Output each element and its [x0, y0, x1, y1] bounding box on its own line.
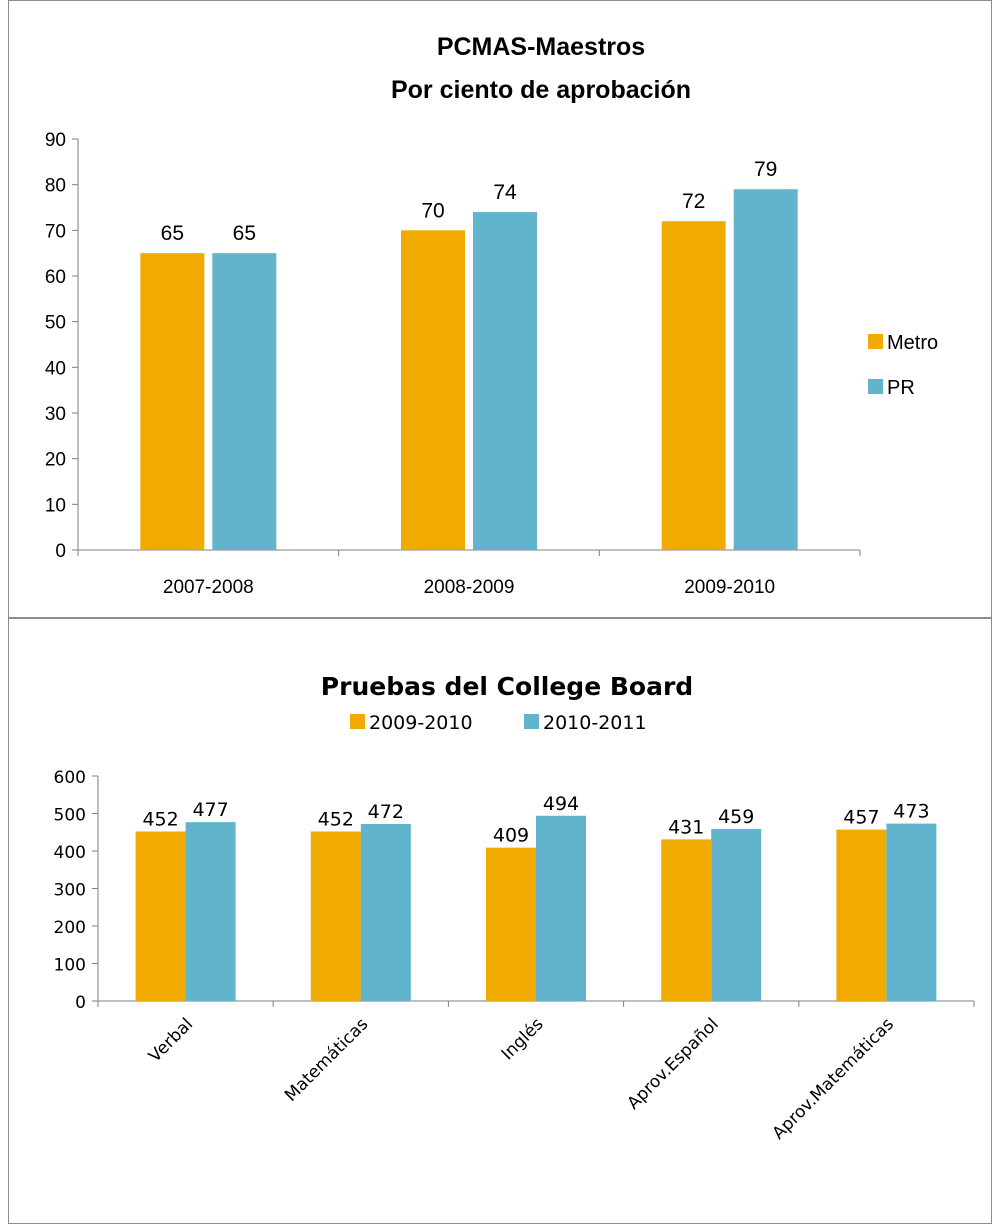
x-tick-label: Aprov.Matemáticas — [769, 1014, 898, 1143]
bar — [886, 823, 937, 1001]
data-label: 65 — [233, 222, 256, 245]
legend-swatch — [350, 714, 365, 729]
y-tick-label: 70 — [45, 221, 66, 242]
y-tick-label: 0 — [75, 993, 86, 1013]
y-tick-label: 300 — [54, 881, 86, 901]
data-label: 452 — [318, 809, 354, 831]
data-label: 494 — [543, 793, 579, 815]
chart-1-title: PCMAS-Maestros — [437, 33, 645, 61]
legend-swatch — [868, 334, 883, 349]
bar — [185, 822, 236, 1001]
data-label: 79 — [754, 158, 777, 181]
data-label: 70 — [421, 199, 444, 222]
bar — [360, 824, 411, 1001]
chart-2-title: Pruebas del College Board — [321, 672, 693, 701]
data-label: 472 — [368, 801, 404, 823]
x-tick-label: Inglés — [498, 1014, 548, 1064]
y-tick-label: 30 — [45, 404, 66, 425]
y-tick-label: 20 — [45, 450, 66, 471]
bar — [473, 212, 537, 551]
chart-pcmas-maestros: PCMAS-Maestros Por ciento de aprobación … — [8, 0, 992, 618]
legend-swatch — [868, 379, 883, 394]
bar — [536, 815, 586, 1001]
data-label: 457 — [843, 807, 879, 829]
y-tick-label: 80 — [45, 176, 66, 197]
bar — [140, 253, 205, 550]
chart-2-svg: Pruebas del College Board 2009-2010 2010-… — [54, 672, 975, 1144]
bar — [310, 831, 361, 1001]
x-tick-label: Aprov.Español — [624, 1014, 723, 1113]
y-tick-label: 200 — [54, 918, 86, 938]
legend-label: PR — [887, 377, 915, 399]
x-tick-label: 2008-2009 — [424, 577, 515, 598]
data-label: 431 — [668, 816, 704, 838]
y-tick-label: 0 — [55, 541, 66, 562]
y-tick-label: 600 — [54, 768, 86, 788]
bar — [135, 831, 186, 1001]
legend-label: Metro — [887, 332, 938, 354]
data-label: 473 — [893, 801, 929, 823]
legend-swatch — [524, 714, 539, 729]
y-tick-label: 100 — [54, 956, 86, 976]
x-tick-label: 2009-2010 — [684, 577, 775, 598]
data-label: 409 — [493, 825, 529, 847]
bar — [661, 839, 712, 1001]
y-tick-label: 500 — [54, 806, 86, 826]
y-tick-label: 60 — [45, 267, 66, 288]
y-tick-label: 400 — [54, 843, 86, 863]
x-tick-label: Verbal — [145, 1014, 197, 1066]
chart-college-board: Pruebas del College Board 2009-2010 2010-… — [8, 618, 992, 1224]
y-tick-label: 10 — [45, 495, 66, 516]
legend-label: 2009-2010 — [369, 712, 473, 734]
bar — [711, 828, 762, 1001]
data-label: 74 — [493, 181, 517, 204]
data-label: 72 — [682, 190, 705, 213]
bar — [733, 189, 798, 550]
y-tick-label: 40 — [45, 358, 66, 379]
x-tick-label: Matemáticas — [281, 1014, 372, 1105]
legend-label: 2010-2011 — [543, 712, 647, 734]
bar — [401, 230, 465, 551]
data-label: 65 — [161, 222, 184, 245]
y-tick-label: 50 — [45, 313, 66, 334]
bar — [212, 253, 277, 550]
data-label: 452 — [142, 809, 178, 831]
data-label: 459 — [718, 806, 754, 828]
chart-1-subtitle: Por ciento de aprobación — [391, 76, 691, 104]
x-tick-label: 2007-2008 — [163, 577, 254, 598]
chart-1-svg: PCMAS-Maestros Por ciento de aprobación … — [45, 33, 938, 598]
bar — [661, 221, 726, 550]
y-tick-label: 90 — [45, 130, 66, 151]
bar — [486, 847, 536, 1001]
data-label: 477 — [192, 799, 228, 821]
bar — [836, 829, 887, 1001]
